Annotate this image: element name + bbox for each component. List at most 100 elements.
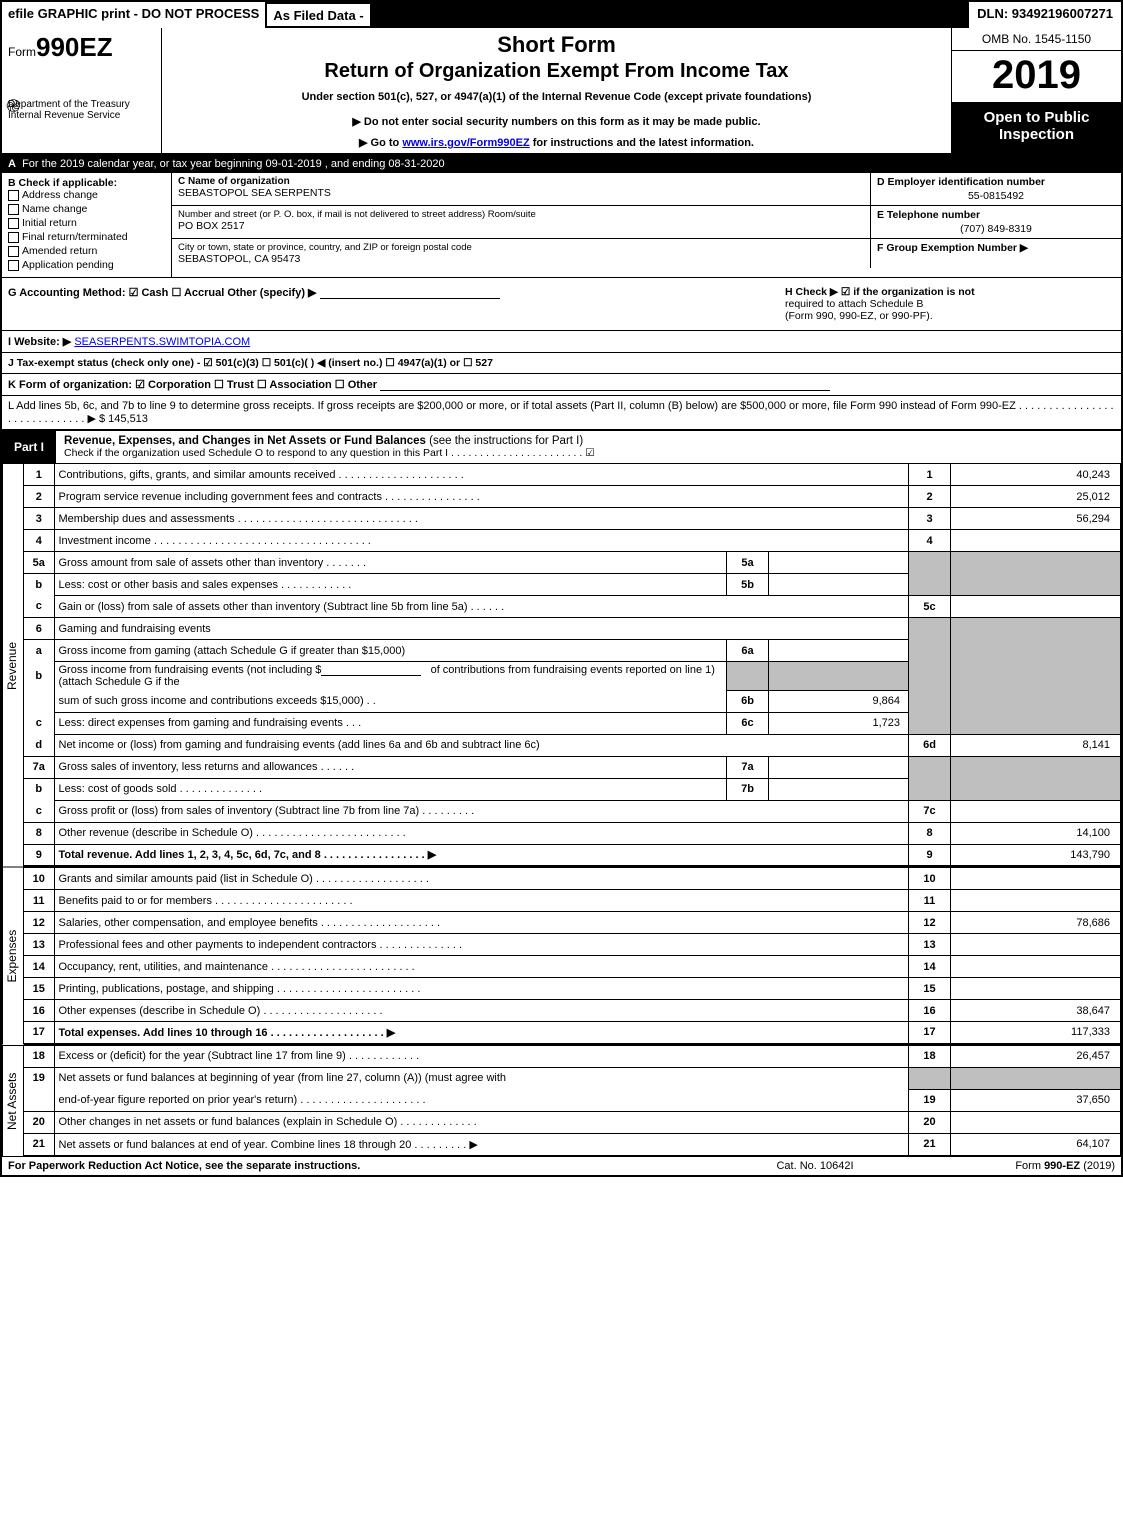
addr2-value: SEBASTOPOL, CA 95473 <box>178 253 864 265</box>
cell-f-group-exemption: F Group Exemption Number ▶ <box>871 239 1121 268</box>
expenses-table: 10Grants and similar amounts paid (list … <box>24 867 1121 1045</box>
h-line3: (Form 990, 990-EZ, or 990-PF). <box>785 310 1115 322</box>
accounting-method: G Accounting Method: ☑ Cash ☐ Accrual Ot… <box>8 286 785 322</box>
row-a-text: For the 2019 calendar year, or tax year … <box>22 158 445 170</box>
revenue-table: 1Contributions, gifts, grants, and simil… <box>24 463 1121 867</box>
part-i-title: Revenue, Expenses, and Changes in Net As… <box>56 431 1121 463</box>
line-5c: cGain or (loss) from sale of assets othe… <box>24 596 1121 618</box>
net-assets-section: Net Assets 18Excess or (deficit) for the… <box>2 1045 1121 1156</box>
row-addr-tel: Number and street (or P. O. box, if mail… <box>172 206 1121 239</box>
line-5b: bLess: cost or other basis and sales exp… <box>24 574 1121 596</box>
cell-d-label: D Employer identification number <box>877 176 1115 188</box>
tel-value: (707) 849-8319 <box>877 221 1115 235</box>
form-number: Form990EZ <box>8 32 155 63</box>
line-15: 15Printing, publications, postage, and s… <box>24 978 1121 1000</box>
row-i-label: I Website: ▶ <box>8 336 71 348</box>
ssn-warning: ▶ Do not enter social security numbers o… <box>172 115 941 128</box>
line-14: 14Occupancy, rent, utilities, and mainte… <box>24 956 1121 978</box>
address-city: City or town, state or province, country… <box>172 239 871 268</box>
group-exempt-label: F Group Exemption Number ▶ <box>877 242 1115 254</box>
row-k-form-org: K Form of organization: ☑ Corporation ☐ … <box>2 374 1121 396</box>
row-city-group: City or town, state or province, country… <box>172 239 1121 268</box>
top-bar: efile GRAPHIC print - DO NOT PROCESS As … <box>2 2 1121 28</box>
row-j-tax-exempt: J Tax-exempt status (check only one) - ☑… <box>2 353 1121 374</box>
h-line1: H Check ▶ ☑ if the organization is not <box>785 286 1115 298</box>
line-8: 8Other revenue (describe in Schedule O) … <box>24 822 1121 844</box>
row-l-gross-receipts: L Add lines 5b, 6c, and 7b to line 9 to … <box>2 396 1121 431</box>
irs-label: Internal Revenue Service <box>8 110 155 121</box>
part-i-label: Part I <box>2 436 56 458</box>
line-19-1: 19Net assets or fund balances at beginni… <box>24 1067 1121 1089</box>
footer-cat-no: Cat. No. 10642I <box>715 1160 915 1172</box>
chk-final-return[interactable]: Final return/terminated <box>8 231 165 243</box>
addr1-label: Number and street (or P. O. box, if mail… <box>178 209 864 220</box>
row-l-text: L Add lines 5b, 6c, and 7b to line 9 to … <box>8 400 1114 425</box>
spacer <box>372 2 969 28</box>
line-17: 17Total expenses. Add lines 10 through 1… <box>24 1022 1121 1044</box>
line-7c: cGross profit or (loss) from sales of in… <box>24 800 1121 822</box>
col-b-label: B Check if applicable: <box>8 177 165 189</box>
row-l-value: 145,513 <box>108 413 148 425</box>
line-6c: cLess: direct expenses from gaming and f… <box>24 712 1121 734</box>
part-i-title-text: Revenue, Expenses, and Changes in Net As… <box>64 435 426 447</box>
line-5a: 5aGross amount from sale of assets other… <box>24 552 1121 574</box>
part-i-header: Part I Revenue, Expenses, and Changes in… <box>2 431 1121 463</box>
form-prefix: Form <box>8 45 36 59</box>
other-specify-line[interactable] <box>320 287 500 299</box>
side-label-net-assets: Net Assets <box>2 1045 24 1156</box>
line-1: 1Contributions, gifts, grants, and simil… <box>24 464 1121 486</box>
goto-link[interactable]: www.irs.gov/Form990EZ <box>402 137 529 149</box>
line-19-2: end-of-year figure reported on prior yea… <box>24 1089 1121 1111</box>
line-20: 20Other changes in net assets or fund ba… <box>24 1111 1121 1133</box>
side-label-expenses: Expenses <box>2 867 24 1045</box>
ein-value: 55-0815492 <box>877 188 1115 202</box>
chk-application-pending[interactable]: Application pending <box>8 259 165 271</box>
part-i-paren: (see the instructions for Part I) <box>429 435 583 447</box>
line-11: 11Benefits paid to or for members . . . … <box>24 890 1121 912</box>
row-i-website: I Website: ▶ SEASERPENTS.SWIMTOPIA.COM <box>2 331 1121 353</box>
row-k-other-line[interactable] <box>380 379 830 391</box>
website-link[interactable]: SEASERPENTS.SWIMTOPIA.COM <box>74 336 250 348</box>
form-num: 990EZ <box>36 32 113 62</box>
line-7b: bLess: cost of goods sold . . . . . . . … <box>24 778 1121 800</box>
chk-name-change[interactable]: Name change <box>8 203 165 215</box>
line-7a: 7aGross sales of inventory, less returns… <box>24 756 1121 778</box>
col-cdef: C Name of organization SEBASTOPOL SEA SE… <box>172 173 1121 277</box>
col-b-checkboxes: B Check if applicable: Address change Na… <box>2 173 172 277</box>
block-b-to-f: B Check if applicable: Address change Na… <box>2 173 1121 278</box>
line-13: 13Professional fees and other payments t… <box>24 934 1121 956</box>
open-inspection: Open to Public Inspection <box>952 103 1121 153</box>
line-12: 12Salaries, other compensation, and empl… <box>24 912 1121 934</box>
cell-c-org-name: C Name of organization SEBASTOPOL SEA SE… <box>172 173 871 205</box>
chk-initial-return[interactable]: Initial return <box>8 217 165 229</box>
form-header: Form990EZ ֎ Department of the Treasury I… <box>2 28 1121 155</box>
addr1-value: PO BOX 2517 <box>178 220 864 232</box>
line-6b-1: bGross income from fundraising events (n… <box>24 662 1121 691</box>
footer-left: For Paperwork Reduction Act Notice, see … <box>8 1160 715 1172</box>
header-right: OMB No. 1545-1150 2019 Open to Public In… <box>951 28 1121 153</box>
org-name: SEBASTOPOL SEA SERPENTS <box>178 187 864 199</box>
line-4: 4Investment income . . . . . . . . . . .… <box>24 530 1121 552</box>
line-3: 3Membership dues and assessments . . . .… <box>24 508 1121 530</box>
expenses-section: Expenses 10Grants and similar amounts pa… <box>2 867 1121 1045</box>
chk-address-change[interactable]: Address change <box>8 189 165 201</box>
chk-amended-return[interactable]: Amended return <box>8 245 165 257</box>
address-street: Number and street (or P. O. box, if mail… <box>172 206 871 238</box>
dln-number: DLN: 93492196007271 <box>969 2 1121 28</box>
row-k-text: K Form of organization: ☑ Corporation ☐ … <box>8 379 377 391</box>
row-c-d: C Name of organization SEBASTOPOL SEA SE… <box>172 173 1121 206</box>
goto-post: for instructions and the latest informat… <box>530 137 754 149</box>
line-6b-2: sum of such gross income and contributio… <box>24 690 1121 712</box>
row-a-label: A <box>8 158 16 170</box>
line-10: 10Grants and similar amounts paid (list … <box>24 868 1121 890</box>
header-center: Short Form Return of Organization Exempt… <box>162 28 951 153</box>
row-g-text: G Accounting Method: ☑ Cash ☐ Accrual Ot… <box>8 287 317 299</box>
line-2: 2Program service revenue including gover… <box>24 486 1121 508</box>
part-i-sub: Check if the organization used Schedule … <box>64 447 595 459</box>
cell-d-ein: D Employer identification number 55-0815… <box>871 173 1121 205</box>
revenue-section: Revenue 1Contributions, gifts, grants, a… <box>2 463 1121 867</box>
efile-notice: efile GRAPHIC print - DO NOT PROCESS <box>2 2 267 28</box>
omb-number: OMB No. 1545-1150 <box>952 28 1121 51</box>
line-6a: aGross income from gaming (attach Schedu… <box>24 640 1121 662</box>
form-page: efile GRAPHIC print - DO NOT PROCESS As … <box>0 0 1123 1177</box>
